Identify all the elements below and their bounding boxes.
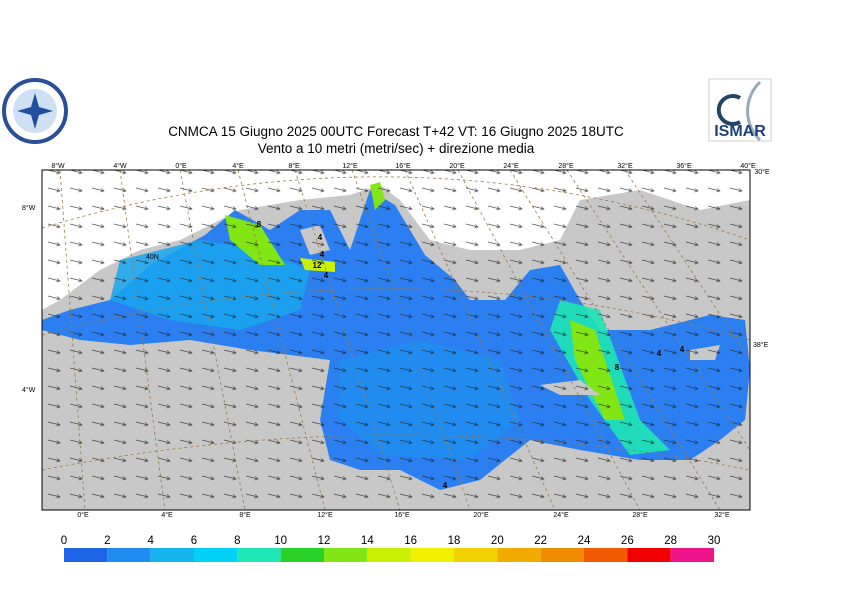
map — [42, 170, 750, 510]
colorbar-segment — [280, 548, 324, 562]
lon-label: 16°E — [394, 511, 410, 519]
logo-left — [2, 78, 68, 144]
colorbar-label: 2 — [104, 535, 110, 547]
contour-label: 4 — [680, 345, 685, 354]
contour-label: 8 — [615, 363, 620, 372]
colorbar-label: 30 — [708, 535, 721, 547]
lon-label: 20°E — [449, 162, 465, 170]
lon-label: 4°W — [113, 162, 127, 170]
colorbar-segment — [107, 548, 151, 562]
lon-label: 4°E — [232, 162, 244, 170]
subtitle: Vento a 10 metri (metri/sec) + direzione… — [258, 141, 535, 156]
lon-label: 32°E — [714, 511, 730, 519]
contour-label: 4 — [320, 250, 325, 259]
colorbar-segment — [324, 548, 368, 562]
colorbar-segment — [540, 548, 584, 562]
lon-label: 36°E — [676, 162, 692, 170]
lon-label: 8°E — [288, 162, 300, 170]
logo-text: ISMAR — [714, 123, 766, 140]
lat-label: 40N — [146, 254, 159, 261]
colorbar-label: 28 — [664, 535, 677, 547]
contour-label: 4 — [324, 271, 329, 280]
lon-label: 0°E — [175, 162, 187, 170]
colorbar-label: 10 — [274, 535, 287, 547]
contour-label: 4 — [657, 349, 662, 358]
colorbar-label: 12 — [318, 535, 331, 547]
lon-label: 4°E — [161, 511, 173, 519]
lon-label: 28°E — [632, 511, 648, 519]
lon-label: 24°E — [503, 162, 519, 170]
colorbar-segment — [150, 548, 194, 562]
lon-label: 12°E — [342, 162, 358, 170]
colorbar-label: 22 — [534, 535, 547, 547]
colorbar-segment — [627, 548, 671, 562]
map-frame — [41, 169, 751, 511]
colorbar-label: 4 — [147, 535, 154, 547]
colorbar-label: 18 — [448, 535, 461, 547]
colorbar-label: 24 — [578, 535, 591, 547]
lon-label: 24°E — [553, 511, 569, 519]
lon-label: 28°E — [558, 162, 574, 170]
colorbar-label: 6 — [191, 535, 197, 547]
lon-label: 16°E — [395, 162, 411, 170]
colorbar-segment — [367, 548, 411, 562]
colorbar-segment — [584, 548, 628, 562]
colorbar-label: 20 — [491, 535, 504, 547]
lon-label: 40°E — [740, 162, 756, 170]
lon-label: 8°E — [239, 511, 251, 519]
contour-label: 4 — [443, 481, 448, 490]
lat-label: 38°E — [753, 341, 769, 349]
colorbar-segment — [237, 548, 281, 562]
lon-label: 0°E — [77, 511, 89, 519]
colorbar-segment — [194, 548, 238, 562]
lon-label: 30°E — [754, 168, 770, 176]
lon-label: 32°E — [617, 162, 633, 170]
logo-right: ISMAR — [708, 78, 772, 142]
colorbar-segment — [64, 548, 108, 562]
contour-label: 12 — [313, 261, 322, 270]
contour-label: 8 — [257, 220, 262, 229]
colorbar-label: 26 — [621, 535, 634, 547]
lon-label: 12°E — [317, 511, 333, 519]
colorbar-label: 16 — [404, 535, 417, 547]
lat-label: 4°W — [22, 386, 36, 394]
colorbar-segment — [410, 548, 454, 562]
lon-label: 8°W — [51, 162, 65, 170]
colorbar-segment — [670, 548, 714, 562]
colorbar-segment — [497, 548, 541, 562]
title: CNMCA 15 Giugno 2025 00UTC Forecast T+42… — [168, 124, 624, 139]
colorbar-segment — [454, 548, 498, 562]
colorbar-label: 0 — [61, 535, 67, 547]
colorbar-label: 8 — [234, 535, 240, 547]
lon-label: 20°E — [473, 511, 489, 519]
lat-label: 8°W — [22, 204, 36, 212]
contour-label: 4 — [318, 233, 323, 242]
colorbar-label: 14 — [361, 535, 374, 547]
